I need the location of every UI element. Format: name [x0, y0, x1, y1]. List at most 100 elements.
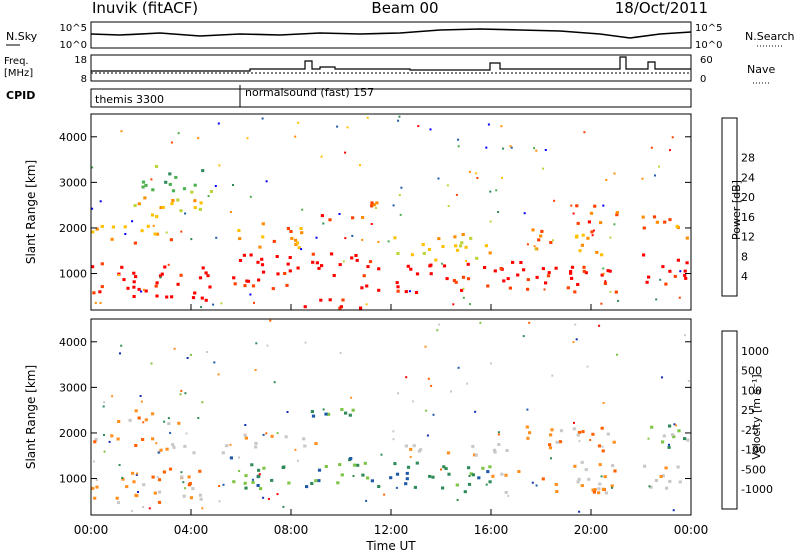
velocity-cell: [592, 490, 596, 494]
power-noise-cell: [398, 115, 401, 118]
power-noise-cell: [475, 172, 478, 175]
nsearch-tick-bottom: 10^0: [695, 40, 722, 51]
velocity-cell: [441, 486, 445, 490]
velocity-cell: [488, 480, 492, 484]
power-cell: [204, 298, 208, 302]
velocity-cell: [417, 449, 421, 453]
velocity-cell: [317, 479, 321, 483]
power-cell: [361, 216, 365, 219]
power-noise-cell: [489, 220, 492, 223]
power-cell: [299, 227, 303, 230]
power-cell: [454, 244, 458, 248]
velocity-cell: [497, 443, 501, 446]
power-cell: [176, 282, 180, 286]
nave-label: Nave: [747, 63, 775, 76]
power-cell: [645, 280, 649, 284]
power-cell: [251, 284, 256, 288]
velocity-cell: [580, 460, 584, 464]
velocity-noise-cell: [131, 510, 134, 513]
velocity-cell: [446, 451, 451, 455]
velocity-noise-cell: [497, 431, 500, 434]
power-cell: [486, 284, 490, 288]
velocity-cell: [598, 482, 602, 486]
velocity-noise-cell: [610, 486, 613, 489]
velocity-noise-cell: [426, 434, 429, 437]
velocity-noise-cell: [120, 344, 123, 347]
freq-tick-top: 18: [74, 55, 87, 66]
velocity-cell: [115, 496, 119, 500]
time-axis-label: Time UT: [365, 539, 416, 553]
velocity-colorbar-tick: -100: [741, 444, 766, 457]
power-cell: [569, 271, 573, 275]
velocity-cell: [686, 438, 690, 442]
velocity-noise-cell: [121, 476, 124, 479]
power-noise-cell: [583, 131, 586, 134]
power-cell: [593, 204, 597, 208]
power-cell: [668, 218, 672, 222]
velocity-cell: [168, 467, 173, 471]
velocity-cell: [613, 469, 617, 473]
power-noise-cell: [468, 170, 471, 173]
power-noise-cell: [613, 172, 616, 175]
freq-unit-label: [MHz]: [4, 68, 33, 79]
power-noise-cell: [361, 238, 364, 241]
power-cell: [683, 273, 687, 277]
velocity-cell: [270, 434, 274, 438]
power-cell: [132, 285, 136, 289]
velocity-cell: [558, 440, 563, 444]
power-cell: [171, 199, 175, 202]
power-noise-cell: [534, 248, 537, 251]
velocity-cell: [244, 474, 248, 478]
time-tick-label: 08:00: [274, 523, 309, 537]
power-colorbar-tick: 28: [741, 152, 755, 165]
power-cell: [201, 266, 205, 270]
power-noise-cell: [542, 167, 544, 170]
power-cell: [652, 215, 657, 219]
power-noise-cell: [229, 211, 232, 213]
power-cell: [531, 228, 535, 232]
velocity-cell: [606, 432, 610, 436]
power-noise-cell: [165, 231, 168, 234]
power-noise-cell: [207, 195, 210, 198]
power-cell: [499, 267, 503, 270]
power-cell: [354, 254, 358, 257]
velocity-noise-cell: [673, 423, 676, 426]
velocity-cell: [257, 468, 261, 472]
velocity-noise-cell: [456, 499, 459, 501]
power-cell: [296, 266, 300, 270]
power-cell: [133, 241, 137, 245]
power-noise-cell: [338, 213, 341, 215]
velocity-noise-cell: [551, 374, 554, 377]
velocity-colorbar-frame: [721, 330, 738, 510]
velocity-noise-cell: [479, 321, 482, 324]
velocity-cell: [361, 473, 365, 477]
velocity-colorbar: -1000 -500 -100 -25 25 100 500 1000: [721, 330, 773, 510]
velocity-cell: [93, 496, 97, 500]
time-tick-label: 16:00: [474, 523, 509, 537]
power-cell: [516, 273, 520, 277]
velocity-cell: [310, 482, 314, 485]
velocity-noise-cell: [273, 381, 276, 384]
velocity-cell: [198, 469, 202, 473]
velocity-cell: [151, 412, 155, 416]
power-cell: [508, 286, 512, 290]
velocity-cell: [199, 497, 203, 501]
power-cell: [566, 286, 570, 290]
nsky-tick-bottom: 10^0: [60, 40, 87, 51]
velocity-cell: [611, 464, 615, 468]
freq-trace: [91, 56, 691, 72]
power-cell: [454, 280, 458, 284]
velocity-noise-cell: [150, 362, 153, 365]
velocity-cell: [471, 444, 475, 448]
velocity-cell: [310, 410, 314, 413]
power-cell: [608, 269, 612, 273]
velocity-cell: [159, 448, 163, 452]
velocity-cell: [221, 451, 225, 455]
power-noise-cell: [446, 184, 449, 187]
power-cell: [137, 287, 141, 291]
power-cell: [338, 263, 342, 267]
power-cell: [370, 204, 374, 208]
power-cell: [154, 284, 158, 288]
velocity-cell: [187, 483, 191, 487]
power-noise-cell: [399, 213, 402, 216]
